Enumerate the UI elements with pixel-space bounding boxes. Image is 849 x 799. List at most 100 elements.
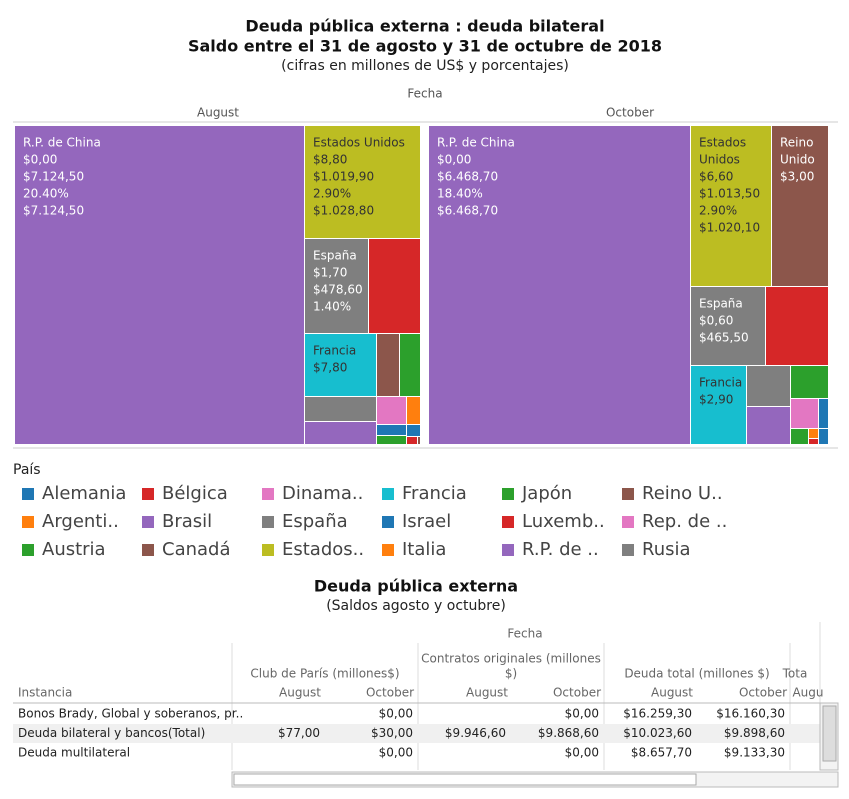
- legend-title: País: [13, 462, 41, 478]
- legend-swatch: [262, 544, 274, 556]
- treemap-tile: [15, 126, 304, 444]
- treemap-tile: [747, 366, 790, 406]
- tile-label: $8,80: [313, 153, 347, 167]
- table-cell: $10.023,60: [623, 726, 692, 740]
- table-cell: $16.160,30: [716, 707, 785, 721]
- treemap-tile: [429, 126, 690, 444]
- group-header: Contratos originales (millones: [421, 652, 601, 666]
- column-header: October: [739, 686, 787, 700]
- treemap-tile: [791, 429, 808, 444]
- tile-label: R.P. de China: [437, 136, 515, 150]
- legend-swatch: [262, 516, 274, 528]
- tile-label: $1.020,10: [699, 221, 760, 235]
- treemap-tile: [305, 397, 376, 421]
- legend-swatch: [622, 488, 634, 500]
- legend-label: Rusia: [642, 539, 691, 560]
- treemap-tile: [407, 437, 417, 444]
- treemap-tile: [766, 287, 828, 365]
- scroll-thumb[interactable]: [822, 705, 837, 762]
- legend-label: R.P. de ..: [522, 539, 599, 560]
- legend-swatch: [142, 488, 154, 500]
- tile-label: $6,60: [699, 170, 733, 184]
- tile-label: España: [313, 249, 357, 263]
- tile-label: $2,90: [699, 393, 733, 407]
- legend-label: España: [282, 511, 348, 532]
- tile-label: Unidos: [699, 153, 740, 167]
- tile-label: $478,60: [313, 283, 363, 297]
- tile-label: 20.40%: [23, 187, 69, 201]
- legend-swatch: [502, 544, 514, 556]
- tile-label: $1,70: [313, 266, 347, 280]
- legend-swatch: [502, 488, 514, 500]
- tile-label: España: [699, 297, 743, 311]
- treemap-tile: [819, 429, 828, 444]
- group-header: Deuda total (millones $): [624, 667, 769, 681]
- treemap-tile: [809, 439, 818, 444]
- treemap-tile: [369, 239, 420, 333]
- panel-label: October: [606, 106, 654, 120]
- panel-label: August: [197, 106, 239, 120]
- legend-label: Dinama..: [282, 483, 363, 504]
- treemap-tile: [691, 366, 746, 444]
- legend-swatch: [142, 544, 154, 556]
- treemap-tile: [809, 429, 818, 438]
- treemap-tile: [407, 425, 420, 436]
- legend-label: Bélgica: [162, 483, 228, 504]
- legend-swatch: [22, 488, 34, 500]
- treemap-tile: [305, 422, 376, 444]
- treemap-tile: [377, 436, 406, 444]
- tile-label: $6.468,70: [437, 204, 498, 218]
- legend-label: Estados..: [282, 539, 364, 560]
- treemap-tile: [418, 437, 420, 444]
- tile-label: $7.124,50: [23, 170, 84, 184]
- tile-label: Reino: [780, 136, 813, 150]
- table-cell: $0,00: [379, 746, 413, 760]
- tile-label: Francia: [313, 344, 356, 358]
- tile-label: $1.019,90: [313, 170, 374, 184]
- treemap-tile: [691, 287, 765, 365]
- treemap-tile: [407, 397, 420, 424]
- tile-label: $3,00: [780, 170, 814, 184]
- row-header: Instancia: [18, 686, 72, 700]
- table-cell: $77,00: [278, 726, 320, 740]
- table-cell: $9.898,60: [724, 726, 785, 740]
- treemap-tile: [305, 126, 420, 238]
- column-header: October: [553, 686, 601, 700]
- tile-label: 18.40%: [437, 187, 483, 201]
- column-header: August: [651, 686, 693, 700]
- tile-label: 2.90%: [313, 187, 351, 201]
- treemap-tile: [791, 399, 818, 428]
- table-cell: $9.868,60: [538, 726, 599, 740]
- legend-label: Japón: [521, 483, 572, 504]
- legend-label: Francia: [402, 483, 467, 504]
- tile-label: $465,50: [699, 331, 749, 345]
- tile-label: 1.40%: [313, 300, 351, 314]
- legend-swatch: [502, 516, 514, 528]
- legend-swatch: [622, 516, 634, 528]
- tile-label: 2.90%: [699, 204, 737, 218]
- tile-label: $1.013,50: [699, 187, 760, 201]
- legend-swatch: [22, 544, 34, 556]
- legend-swatch: [382, 544, 394, 556]
- scroll-thumb[interactable]: [233, 773, 697, 786]
- table-cell: $0,00: [565, 707, 599, 721]
- table-cell: $0,00: [379, 707, 413, 721]
- treemap-tile: [377, 397, 406, 424]
- treemap-tile: [400, 334, 420, 396]
- treemap-tile: [747, 407, 790, 444]
- table-cell: $9.946,60: [445, 726, 506, 740]
- table-cell: $30,00: [371, 726, 413, 740]
- table-grid: [13, 622, 821, 770]
- legend-swatch: [382, 516, 394, 528]
- legend-swatch: [142, 516, 154, 528]
- tile-label: $0,00: [23, 153, 57, 167]
- legend-label: Israel: [402, 511, 451, 532]
- column-header: October: [366, 686, 414, 700]
- legend-label: Canadá: [162, 539, 231, 560]
- group-header: Tota: [782, 667, 808, 681]
- tile-label: $0,00: [437, 153, 471, 167]
- legend-label: Luxemb..: [522, 511, 605, 532]
- row-label: Bonos Brady, Global y soberanos, pr..: [18, 707, 243, 721]
- legend-swatch: [22, 516, 34, 528]
